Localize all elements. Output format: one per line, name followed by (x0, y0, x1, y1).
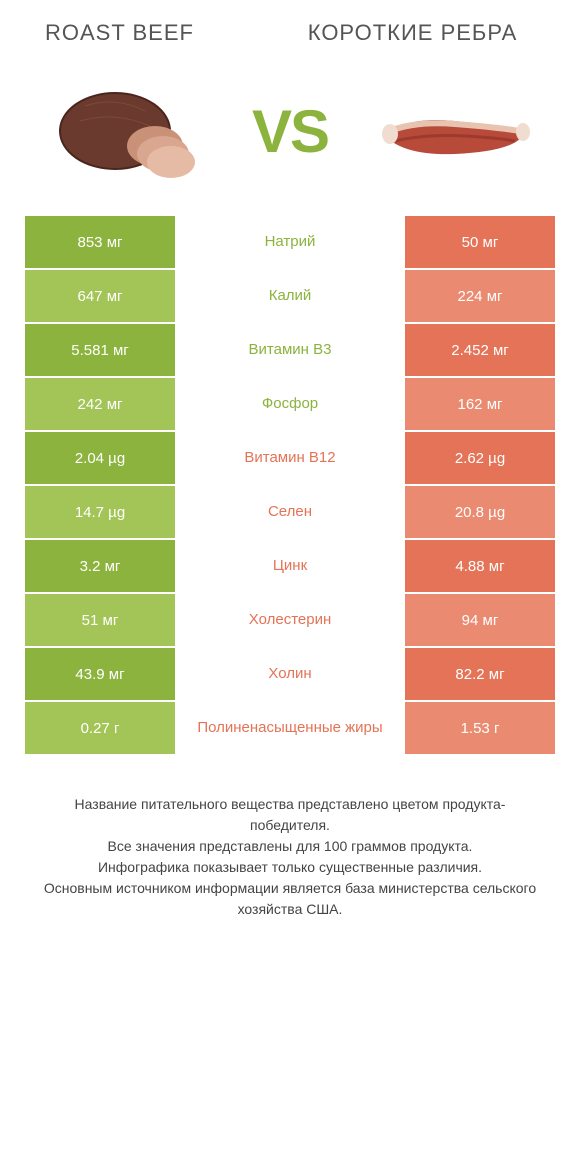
cell-left-value: 853 мг (25, 216, 175, 268)
roast-beef-image (45, 76, 205, 186)
cell-left-value: 2.04 µg (25, 432, 175, 484)
cell-right-value: 4.88 мг (405, 540, 555, 592)
cell-nutrient-label: Полиненасыщенные жиры (175, 702, 405, 754)
cell-right-value: 82.2 мг (405, 648, 555, 700)
cell-right-value: 1.53 г (405, 702, 555, 754)
table-row: 51 мгХолестерин94 мг (25, 594, 555, 646)
title-right: КОРОТКИЕ РЕБРА (290, 20, 535, 46)
cell-nutrient-label: Натрий (175, 216, 405, 268)
comparison-table: 853 мгНатрий50 мг647 мгКалий224 мг5.581 … (25, 216, 555, 754)
table-row: 853 мгНатрий50 мг (25, 216, 555, 268)
cell-nutrient-label: Холестерин (175, 594, 405, 646)
table-row: 14.7 µgСелен20.8 µg (25, 486, 555, 538)
header: ROAST BEEF КОРОТКИЕ РЕБРА (25, 20, 555, 46)
cell-right-value: 2.62 µg (405, 432, 555, 484)
footer-line: Основным источником информации является … (35, 878, 545, 920)
table-row: 2.04 µgВитамин B122.62 µg (25, 432, 555, 484)
cell-left-value: 43.9 мг (25, 648, 175, 700)
cell-nutrient-label: Калий (175, 270, 405, 322)
table-row: 647 мгКалий224 мг (25, 270, 555, 322)
table-row: 43.9 мгХолин82.2 мг (25, 648, 555, 700)
vs-label: VS (252, 97, 328, 166)
cell-nutrient-label: Витамин B3 (175, 324, 405, 376)
cell-right-value: 224 мг (405, 270, 555, 322)
cell-right-value: 2.452 мг (405, 324, 555, 376)
cell-left-value: 14.7 µg (25, 486, 175, 538)
table-row: 0.27 гПолиненасыщенные жиры1.53 г (25, 702, 555, 754)
cell-left-value: 647 мг (25, 270, 175, 322)
cell-right-value: 20.8 µg (405, 486, 555, 538)
cell-left-value: 5.581 мг (25, 324, 175, 376)
cell-left-value: 51 мг (25, 594, 175, 646)
footer-notes: Название питательного вещества представл… (25, 794, 555, 920)
title-left: ROAST BEEF (45, 20, 290, 46)
cell-left-value: 3.2 мг (25, 540, 175, 592)
cell-nutrient-label: Селен (175, 486, 405, 538)
footer-line: Инфографика показывает только существенн… (35, 857, 545, 878)
cell-right-value: 162 мг (405, 378, 555, 430)
short-ribs-image (375, 76, 535, 186)
footer-line: Название питательного вещества представл… (35, 794, 545, 836)
cell-nutrient-label: Фосфор (175, 378, 405, 430)
cell-nutrient-label: Витамин B12 (175, 432, 405, 484)
table-row: 3.2 мгЦинк4.88 мг (25, 540, 555, 592)
images-row: VS (25, 66, 555, 216)
table-row: 242 мгФосфор162 мг (25, 378, 555, 430)
table-row: 5.581 мгВитамин B32.452 мг (25, 324, 555, 376)
cell-nutrient-label: Цинк (175, 540, 405, 592)
cell-right-value: 50 мг (405, 216, 555, 268)
cell-right-value: 94 мг (405, 594, 555, 646)
cell-nutrient-label: Холин (175, 648, 405, 700)
footer-line: Все значения представлены для 100 граммо… (35, 836, 545, 857)
cell-left-value: 0.27 г (25, 702, 175, 754)
cell-left-value: 242 мг (25, 378, 175, 430)
